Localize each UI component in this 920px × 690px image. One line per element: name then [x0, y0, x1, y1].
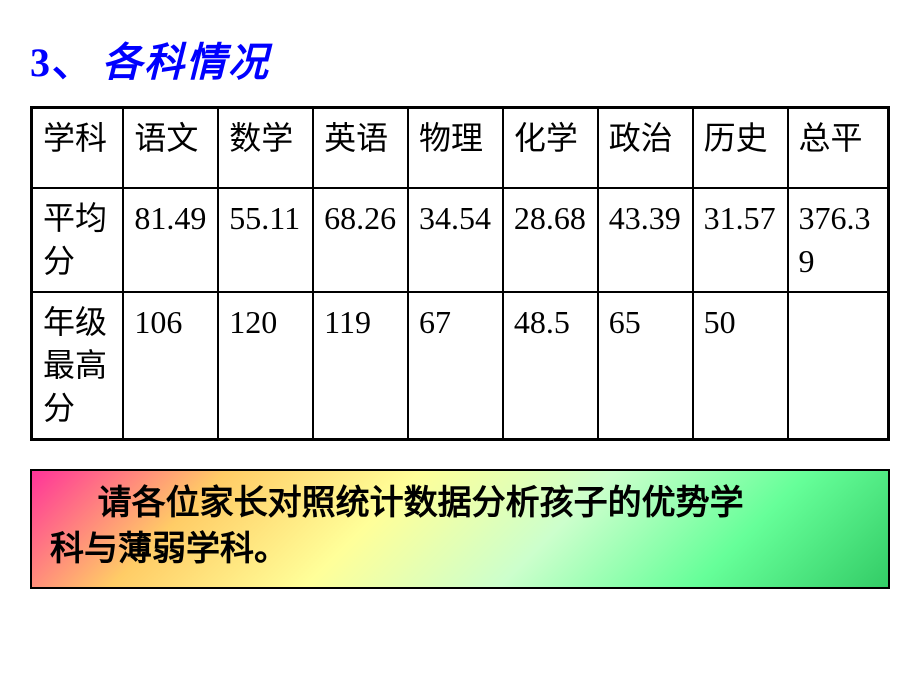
note-line2: 科与薄弱学科。 [50, 527, 870, 573]
table-cell: 65 [598, 292, 693, 440]
table-row-label: 年级最高分 [32, 292, 124, 440]
subjects-table: 学科 语文 数学 英语 物理 化学 政治 历史 总平 平均分 81.49 55.… [30, 106, 890, 441]
table-cell: 81.49 [123, 188, 218, 292]
table-header-cell: 学科 [32, 108, 124, 188]
table-row: 平均分 81.49 55.11 68.26 34.54 28.68 43.39 … [32, 188, 889, 292]
table-header-row: 学科 语文 数学 英语 物理 化学 政治 历史 总平 [32, 108, 889, 188]
table-cell: 31.57 [693, 188, 788, 292]
note-box: 请各位家长对照统计数据分析孩子的优势学 科与薄弱学科。 [30, 469, 890, 589]
table-cell: 68.26 [313, 188, 408, 292]
heading-number: 3、 [30, 40, 94, 85]
table-row: 年级最高分 106 120 119 67 48.5 65 50 [32, 292, 889, 440]
table-header-cell: 英语 [313, 108, 408, 188]
table-cell: 48.5 [503, 292, 598, 440]
table-header-cell: 历史 [693, 108, 788, 188]
table-header-cell: 政治 [598, 108, 693, 188]
table-cell: 50 [693, 292, 788, 440]
table-cell: 120 [218, 292, 313, 440]
table-header-cell: 数学 [218, 108, 313, 188]
heading-text: 各科情况 [102, 40, 270, 85]
table-cell: 376.39 [788, 188, 889, 292]
table-cell: 43.39 [598, 188, 693, 292]
note-line1: 请各位家长对照统计数据分析孩子的优势学 [98, 484, 744, 522]
table-header-cell: 化学 [503, 108, 598, 188]
table-header-cell: 物理 [408, 108, 503, 188]
table-cell: 119 [313, 292, 408, 440]
table-cell: 55.11 [218, 188, 313, 292]
section-heading: 3、各科情况 [30, 30, 890, 88]
table-cell: 106 [123, 292, 218, 440]
table-cell: 67 [408, 292, 503, 440]
table-cell: 28.68 [503, 188, 598, 292]
table-cell: 34.54 [408, 188, 503, 292]
table-header-cell: 总平 [788, 108, 889, 188]
table-cell [788, 292, 889, 440]
table-row-label: 平均分 [32, 188, 124, 292]
table-header-cell: 语文 [123, 108, 218, 188]
